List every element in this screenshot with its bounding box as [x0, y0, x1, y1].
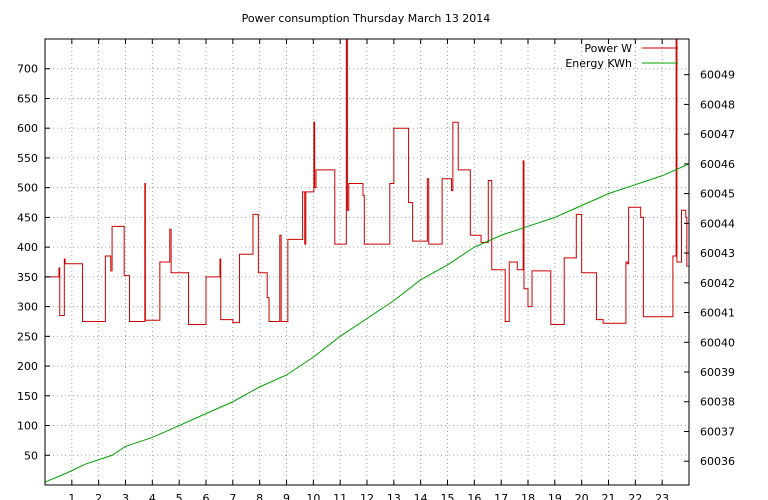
y-tick-label: 700	[17, 63, 38, 76]
x-tick-label: 2	[95, 492, 102, 500]
y-tick-label: 550	[17, 152, 38, 165]
y2-tick-label: 60049	[700, 69, 735, 82]
y2-tick-label: 60037	[700, 425, 735, 438]
energy-series-line	[44, 163, 690, 483]
x-tick-label: 15	[441, 492, 455, 500]
y2-tick-label: 60048	[700, 98, 735, 111]
y-tick-label: 650	[17, 92, 38, 105]
y-tick-label: 350	[17, 271, 38, 284]
y-tick-label: 50	[24, 449, 38, 462]
x-axis: 1 2 3 4 5 6 7 8 9 10 11 12 13 14 15 16 17 18 19 20 21 22 23	[68, 39, 669, 500]
x-tick-label: 12	[360, 492, 374, 500]
y-axis-right: 60036 60037 60038 60039 60040 60041 60042 60043…	[684, 69, 735, 468]
x-tick-label: 18	[521, 492, 535, 500]
y-tick-label: 600	[17, 122, 38, 135]
y-tick-label: 150	[17, 390, 38, 403]
y-tick-label: 250	[17, 330, 38, 343]
y-axis-left: 50 100 150 200 250 300 350 400 450 500 550 600 650 70…	[17, 63, 50, 462]
y-tick-label: 100	[17, 420, 38, 433]
x-tick-label: 3	[122, 492, 129, 500]
x-tick-label: 11	[333, 492, 347, 500]
x-tick-label: 22	[628, 492, 642, 500]
legend-label-power: Power W	[584, 42, 632, 55]
legend: Power W Energy KWh	[565, 42, 678, 70]
x-tick-label: 10	[306, 492, 320, 500]
x-tick-label: 6	[203, 492, 210, 500]
y-tick-label: 200	[17, 360, 38, 373]
plot-frame	[44, 38, 690, 486]
x-tick-label: 13	[387, 492, 401, 500]
legend-label-energy: Energy KWh	[565, 57, 632, 70]
x-tick-label: 14	[414, 492, 428, 500]
x-tick-label: 4	[149, 492, 156, 500]
y-tick-label: 450	[17, 211, 38, 224]
x-tick-label: 5	[176, 492, 183, 500]
y2-tick-label: 60044	[700, 217, 735, 230]
x-tick-label: 1	[68, 492, 75, 500]
y2-tick-label: 60043	[700, 247, 735, 260]
y2-tick-label: 60047	[700, 128, 735, 141]
x-tick-label: 16	[467, 492, 481, 500]
x-tick-label: 21	[602, 492, 616, 500]
y2-tick-label: 60045	[700, 188, 735, 201]
x-tick-label: 23	[655, 492, 669, 500]
x-tick-label: 17	[494, 492, 508, 500]
y2-tick-label: 60042	[700, 277, 735, 290]
y-tick-label: 300	[17, 301, 38, 314]
y2-tick-label: 60041	[700, 307, 735, 320]
x-tick-label: 19	[548, 492, 562, 500]
chart-title: Power consumption Thursday March 13 2014	[242, 12, 491, 25]
y2-tick-label: 60036	[700, 455, 735, 468]
y2-tick-label: 60038	[700, 396, 735, 409]
plot-area	[44, 38, 690, 483]
x-tick-label: 20	[575, 492, 589, 500]
x-tick-label: 8	[256, 492, 263, 500]
x-tick-label: 7	[229, 492, 236, 500]
y-tick-label: 400	[17, 241, 38, 254]
y2-tick-label: 60046	[700, 158, 735, 171]
y2-tick-label: 60039	[700, 366, 735, 379]
y-tick-label: 500	[17, 182, 38, 195]
power-series-line	[45, 38, 689, 325]
x-tick-label: 9	[283, 492, 290, 500]
y2-tick-label: 60040	[700, 336, 735, 349]
grid-lines	[45, 39, 689, 485]
